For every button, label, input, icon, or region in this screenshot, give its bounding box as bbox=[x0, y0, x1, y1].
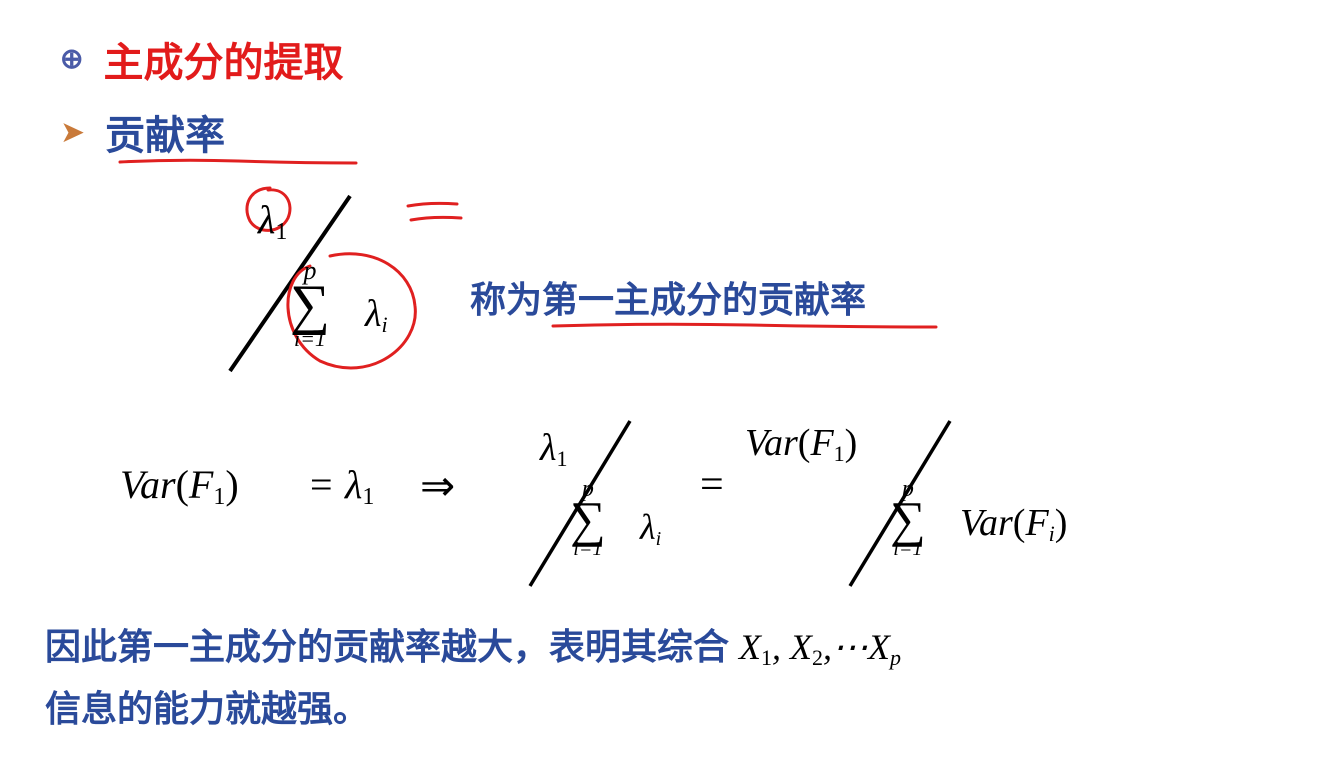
bullet-oplus-icon: ⊕ bbox=[60, 42, 83, 76]
frac2-denom-lambda-i: λi bbox=[640, 506, 661, 551]
frac2-denom-sum: p ∑ i=1 bbox=[570, 476, 606, 561]
title-row: ⊕ 主成分的提取 bbox=[60, 30, 1272, 88]
lambda1-rhs: λ1 bbox=[345, 461, 374, 511]
formula-derivation: Var(F1) = λ1 ⇒ λ1 p ∑ i=1 λi = Var(F1) p… bbox=[120, 406, 1272, 606]
numerator-lambda1: λ1 bbox=[258, 196, 287, 246]
denominator-lambda-i: λi bbox=[365, 292, 388, 338]
page-title: 主成分的提取 bbox=[103, 30, 343, 88]
annotation-underline-1 bbox=[118, 153, 358, 161]
bullet-arrow-icon: ➤ bbox=[60, 115, 85, 150]
subtitle-row: ➤ 贡献率 bbox=[60, 103, 1272, 161]
frac3-denom-var-fi: Var(Fi) bbox=[960, 501, 1067, 547]
frac3-numerator: Var(F1) bbox=[745, 421, 857, 467]
frac3-denom-sum: p ∑ i=1 bbox=[890, 476, 926, 561]
conclusion-text: 因此第一主成分的贡献率越大，表明其综合 X1, X2,⋯Xp 信息的能力就越强。 bbox=[45, 616, 1272, 739]
conclusion-part2: 信息的能力就越强。 bbox=[45, 688, 369, 729]
equals-1: = bbox=[310, 461, 333, 508]
contribution-rate-label: 称为第一主成分的贡献率 bbox=[470, 271, 866, 323]
frac2-numerator: λ1 bbox=[540, 426, 567, 472]
var-f1-eq-lambda1: Var(F1) bbox=[120, 461, 239, 511]
conclusion-part1: 因此第一主成分的贡献率越大，表明其综合 bbox=[45, 626, 729, 667]
equals-2: = bbox=[700, 461, 724, 509]
formula-contribution-rate: λ1 p ∑ i=1 λi 称为第一主成分的贡献率 bbox=[150, 186, 1272, 406]
variables-x1-xp: X1, X2,⋯Xp bbox=[739, 627, 901, 667]
denominator-sum-1: p ∑ i=1 bbox=[290, 256, 330, 352]
implies-arrow: ⇒ bbox=[420, 461, 455, 511]
annotation-underline-2 bbox=[550, 318, 940, 328]
annotation-equals-scribble bbox=[405, 198, 465, 228]
